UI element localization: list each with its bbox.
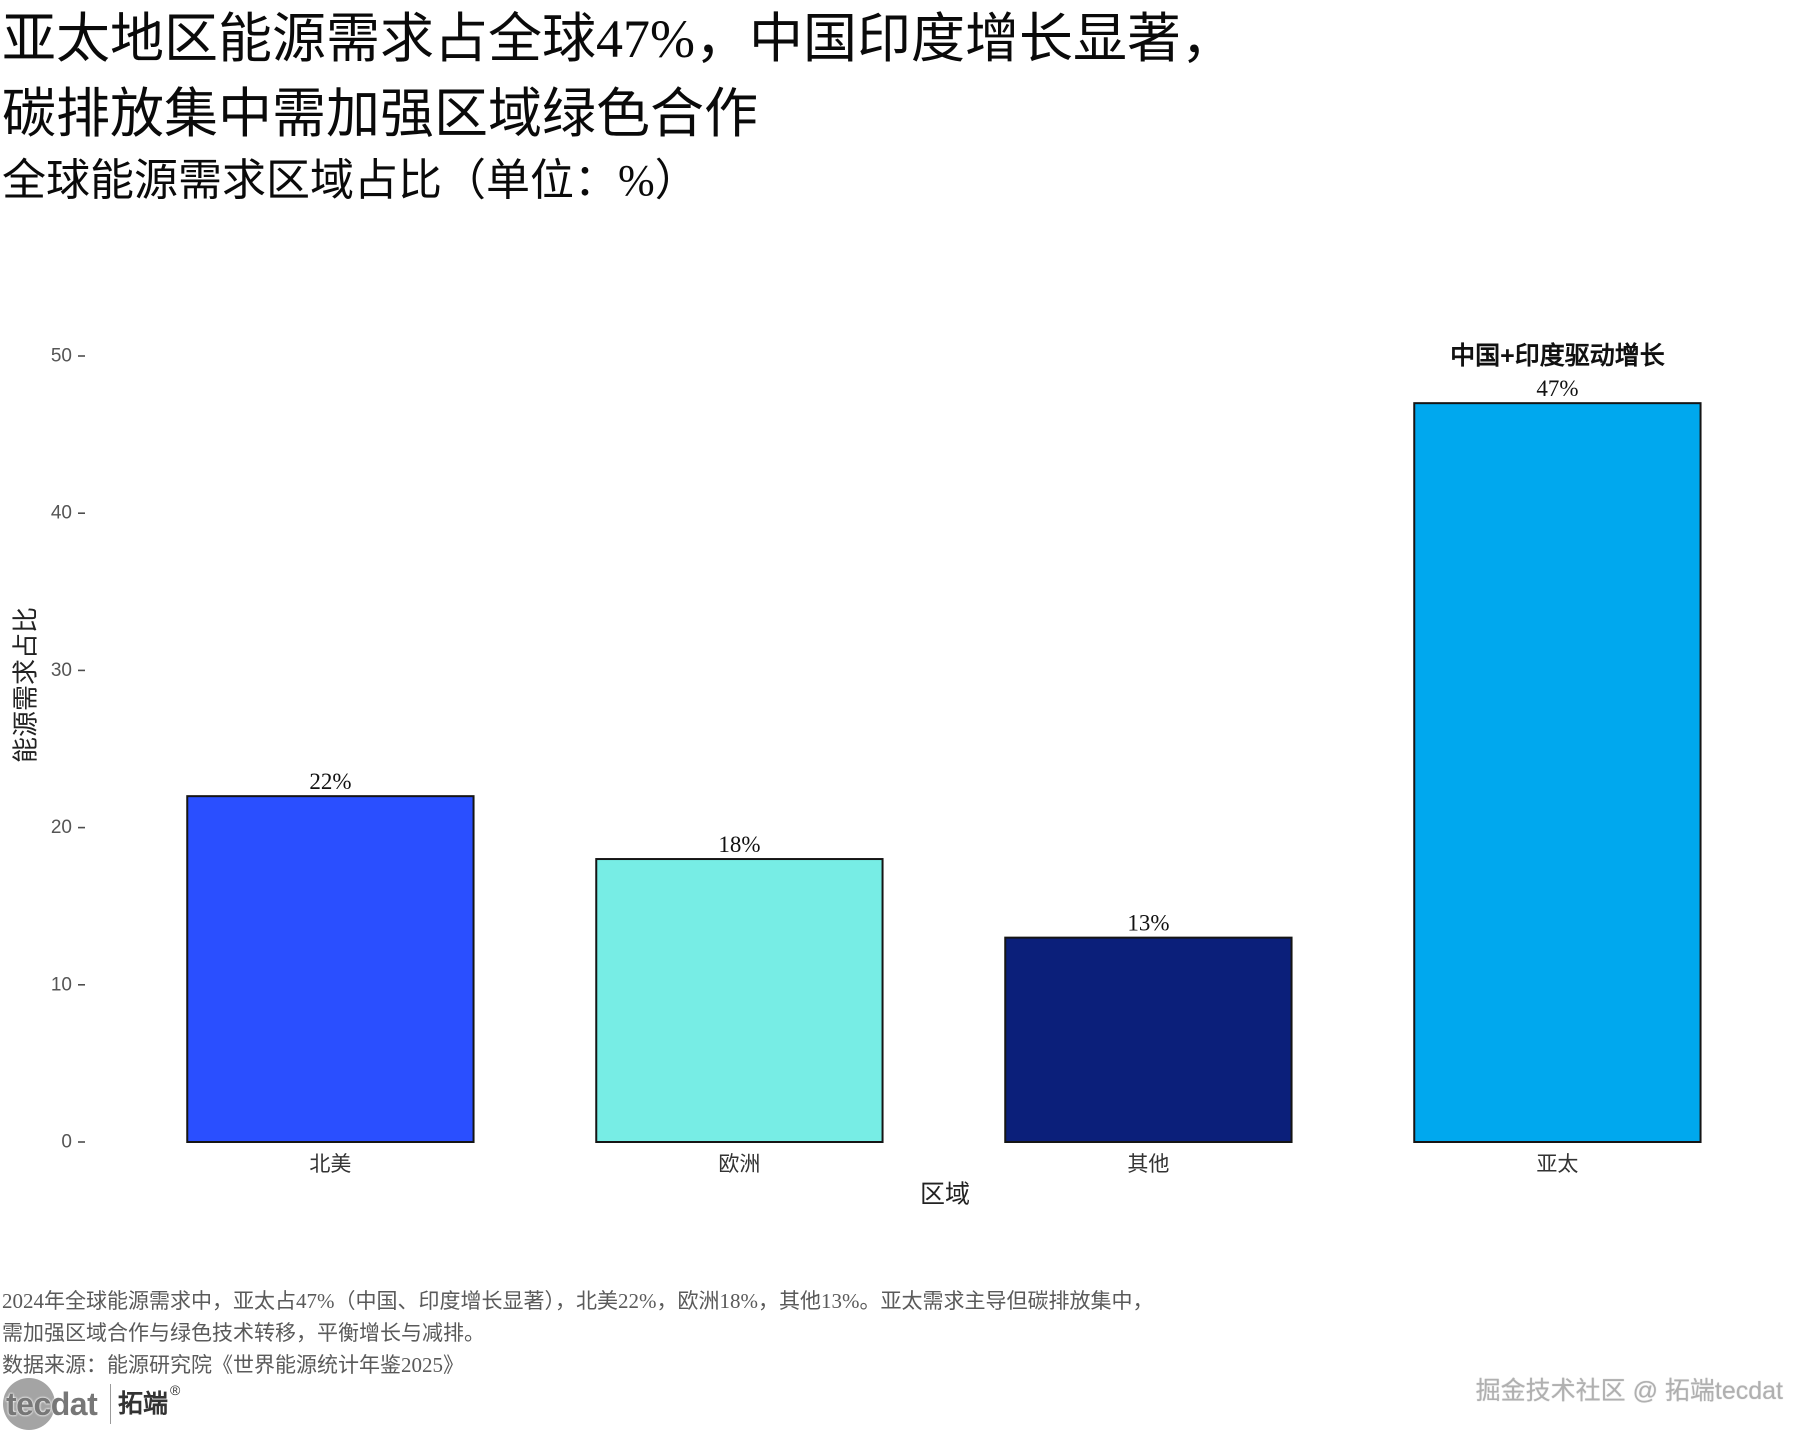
bar-value-label: 18% (718, 832, 760, 857)
logo-divider (110, 1384, 111, 1424)
watermark: 掘金技术社区 @ 拓端tecdat (1475, 1377, 1783, 1405)
chart-annotations: 中国+印度驱动增长 (1450, 341, 1666, 370)
y-tick-label: 40 (51, 503, 72, 524)
bars (186, 402, 1702, 1144)
y-tick-label: 10 (51, 974, 72, 995)
y-tick-label: 30 (51, 660, 72, 681)
y-axis-title: 能源需求占比 (12, 607, 41, 763)
chart-title: 亚太地区能源需求占全球47%，中国印度增长显著， 碳排放集中需加强区域绿色合作 (2, 9, 1235, 144)
y-axis: 0 10 20 30 40 50 (51, 346, 85, 1153)
bar-value-label: 13% (1127, 911, 1169, 936)
bar (1004, 936, 1293, 1144)
x-tick-label: 亚太 (1536, 1152, 1578, 1176)
x-axis: 北美 欧洲 其他 亚太 (309, 1152, 1578, 1176)
logo-wordmark: tecdat (6, 1386, 98, 1422)
bar (1413, 402, 1702, 1144)
data-source-note: 数据来源：能源研究院《世界能源统计年鉴2025》 (2, 1353, 464, 1377)
logo-brand-name: 拓端 (118, 1390, 169, 1418)
bar-value-label: 22% (309, 769, 351, 794)
logo-circle-icon (3, 1378, 55, 1430)
x-axis-title: 区域 (920, 1181, 970, 1209)
y-tick-label: 0 (61, 1132, 72, 1153)
registered-mark: ® (170, 1382, 181, 1398)
bar (186, 795, 475, 1143)
y-tick-label: 20 (51, 817, 72, 838)
x-tick-label: 北美 (309, 1152, 351, 1176)
chart-subtitle: 全球能源需求区域占比（单位：%） (2, 156, 699, 205)
bar-annotation: 中国+印度驱动增长 (1450, 341, 1666, 370)
chart-caption: 2024年全球能源需求中，亚太占47%（中国、印度增长显著），北美22%，欧洲1… (2, 1289, 1154, 1345)
x-tick-label: 欧洲 (718, 1152, 760, 1176)
bar-value-labels: 22% 18% 13% 47% (309, 376, 1578, 935)
y-tick-label: 50 (51, 346, 72, 367)
bar-value-label: 47% (1536, 376, 1578, 401)
tecdat-logo: tecdat 拓端 ® (0, 1374, 200, 1434)
bar (595, 858, 884, 1143)
x-tick-label: 其他 (1127, 1152, 1169, 1176)
